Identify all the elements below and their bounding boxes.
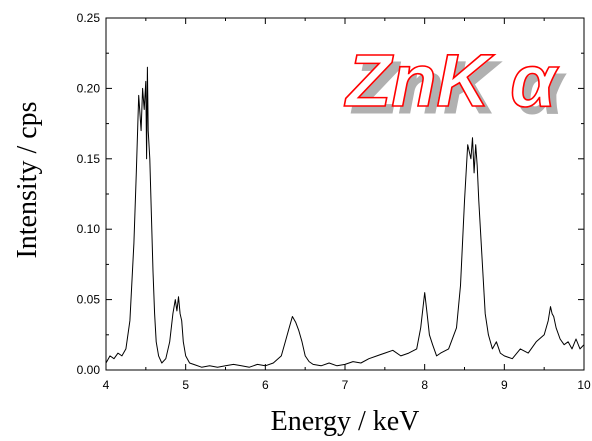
x-tick-label: 4 xyxy=(103,378,110,392)
y-tick-label: 0.10 xyxy=(77,222,101,236)
x-tick-label: 7 xyxy=(342,378,349,392)
x-axis-title: Energy / keV xyxy=(271,406,420,437)
series-layer xyxy=(105,66,585,368)
y-axis-title: Intensity / cps xyxy=(12,101,43,258)
y-tick-label: 0.00 xyxy=(77,363,101,377)
series-line-0 xyxy=(105,66,585,368)
x-tick-label: 6 xyxy=(262,378,269,392)
y-tick-label: 0.25 xyxy=(77,11,101,25)
znka-annotation-text: ZnK α xyxy=(344,39,559,122)
y-tick-label: 0.05 xyxy=(77,293,101,307)
znka-annotation-shadow: ZnK α xyxy=(351,46,566,129)
x-tick-label: 9 xyxy=(501,378,508,392)
y-tick-label: 0.15 xyxy=(77,152,101,166)
x-tick-label: 8 xyxy=(421,378,428,392)
axes-layer: 4 5 6 7 8 9 10 0.00 0.05 0.10 0.15 0.20 0.25 xyxy=(77,11,591,392)
x-tick-label: 10 xyxy=(577,378,591,392)
y-tick-label: 0.20 xyxy=(77,81,101,95)
znka-annotation: ZnK α ZnK α xyxy=(343,38,567,129)
x-tick-label: 5 xyxy=(182,378,189,392)
